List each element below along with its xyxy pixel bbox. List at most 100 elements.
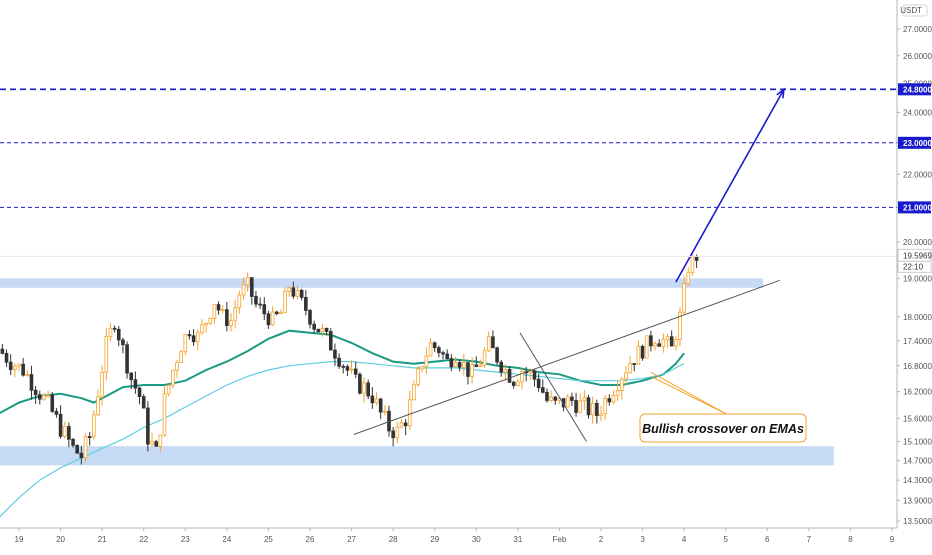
currency-label: USDT [900,6,922,15]
candle-body [624,372,628,380]
candle-body [661,339,666,347]
price-tick-label: 15.1000 [903,437,932,446]
candle-body [150,441,154,445]
annotation-callout[interactable]: Bullish crossover on EMAs [639,371,807,443]
countdown-badge [897,260,932,273]
time-tick-label: 22 [139,535,148,544]
candle-body [67,426,71,440]
time-tick-label: 21 [98,535,107,544]
candle-body [407,399,412,427]
candle-body [482,350,487,366]
candle-body [507,368,512,383]
level-price-badge [898,201,931,214]
trendline[interactable] [353,279,780,435]
price-tick-label: 13.5000 [903,517,932,526]
time-axis-background [0,528,897,550]
trendline[interactable] [519,332,587,442]
candle-body [349,368,354,371]
candle-body [337,357,341,367]
candle-body [499,361,504,373]
time-axis[interactable]: 19 20 21 22 23 24 25 26 27 28 29 30 31 Feb 2 3 4 5 6 7 8 9 [0,527,897,550]
time-tick-label: 6 [765,535,770,544]
annotation-pointer [650,375,727,415]
candle-body [220,309,225,312]
candle-body [58,413,63,437]
candle-body [649,335,653,347]
candle-body [129,372,134,381]
candle-body [491,336,495,349]
price-tick-label: 24.0000 [903,109,932,118]
candle-body [166,384,171,395]
countdown-label: 22:10 [903,262,924,271]
candle-body [121,339,125,346]
time-tick-label: 24 [222,535,231,544]
candle-body [399,422,404,428]
candle-body [607,398,612,403]
candle-body [682,283,686,313]
candle-body [195,332,200,343]
candle-body [83,436,88,459]
candle-body [416,368,420,385]
candle-body [370,395,375,404]
candle-body [644,335,649,359]
candle-body [46,394,50,397]
candle-body [33,389,38,396]
candle-body [320,327,325,333]
candle-body [582,397,587,402]
candle-body [133,379,138,389]
candle-body [279,311,283,315]
time-tick-label: 7 [807,535,812,544]
candle-body [383,410,387,413]
annotation-box [639,413,807,443]
time-tick-label: 25 [264,535,273,544]
candle-body [570,396,574,401]
candle-body [474,364,479,367]
price-tick-label: 14.7000 [903,457,932,466]
candle-body [611,394,616,403]
candle-body [262,304,267,315]
candle-body [237,294,242,309]
candle-body [79,452,84,459]
candle-body [590,402,595,416]
candle-body [21,363,25,376]
target-arrow-line[interactable] [675,88,785,283]
candle-body [345,366,350,371]
candle-body [462,362,466,368]
candle-body [308,310,312,325]
price-tick-label: 14.3000 [903,476,932,485]
candle-body [636,345,641,365]
candle-body [478,364,483,367]
price-axis[interactable]: 13.5000 13.9000 14.3000 14.7000 15.1000 15.60… [896,0,932,550]
candle-body [395,426,400,439]
candle-body [96,396,100,416]
time-tick-label: 2 [599,535,604,544]
candle-body [358,373,362,394]
candle-body [466,362,470,377]
candle-body [553,396,558,401]
horizontal-levels [0,88,897,208]
candle-body [100,371,104,398]
candle-body [42,395,46,400]
time-tick-label: 9 [890,535,895,544]
candle-body [171,369,175,386]
candle-body [428,342,433,357]
candle-body [62,426,67,437]
zone-resistance[interactable] [0,278,764,288]
candle-body [146,407,150,445]
candle-body [503,368,508,373]
candle-body [690,256,695,274]
candle-body [112,327,117,330]
candle-body [25,374,30,376]
zone-support[interactable] [0,446,834,466]
candle-body [437,347,441,354]
time-tick-label: 19 [15,535,24,544]
candle-body [595,402,599,416]
candle-body [17,363,21,367]
candle-body [179,351,183,363]
candle-body [204,322,208,326]
time-tick-label: 4 [682,535,687,544]
candle-body [333,349,337,359]
time-tick-label: 29 [430,535,439,544]
candle-body [362,382,366,394]
